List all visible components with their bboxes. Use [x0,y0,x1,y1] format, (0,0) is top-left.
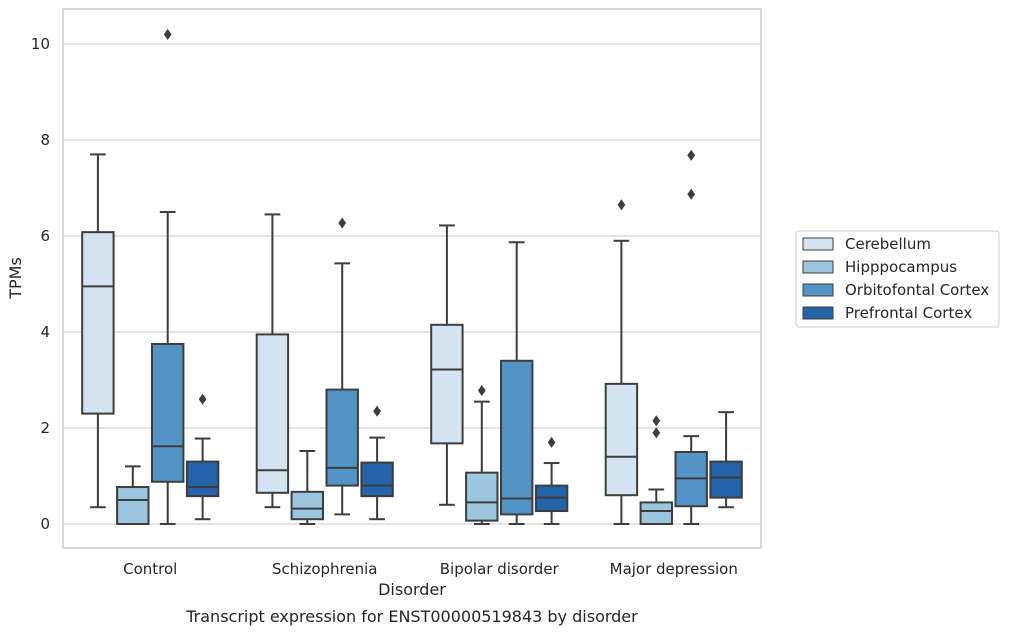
y-ticks: 0 2 4 6 8 10 [31,35,50,533]
plot-frame [62,8,762,549]
box [430,323,464,445]
x-tick-label: Schizophrenia [272,560,377,578]
box-plot [81,153,115,509]
legend-swatch [802,306,834,320]
box [185,460,220,498]
x-tick-label: Control [123,560,177,578]
box [604,382,639,497]
x-ticks: Control Schizophrenia Bipolar disorder Majo… [123,560,738,578]
legend-label: Prefrontal Cortex [845,304,972,322]
outlier-marker [547,436,556,449]
box-plot [360,405,394,521]
outlier-marker [652,415,661,427]
outlier-marker [338,217,347,229]
boxes [81,28,743,526]
y-axis-label: TPMs [6,257,25,300]
outlier-marker [617,199,626,211]
box-plot [709,411,743,509]
legend-label: Cerebellum [845,235,931,253]
outlier-marker [163,28,172,41]
legend-swatch [802,283,834,297]
outlier-marker [652,427,661,439]
box [290,490,325,521]
box [150,343,185,483]
chart-caption: Transcript expression for ENST0000051984… [185,607,638,626]
box [499,359,534,516]
y-tick-label: 4 [40,323,50,341]
box-plot [150,28,185,525]
box-plot [185,393,220,521]
y-tick-label: 6 [40,227,50,245]
box-plot [674,149,708,525]
box [639,501,674,525]
outlier-marker [373,405,382,417]
box-plot [639,415,674,525]
legend-swatch [802,260,834,274]
box-plot [325,217,359,516]
box [360,461,394,498]
outlier-marker [477,384,486,397]
box-plot [465,384,499,525]
legend-frame [795,230,1000,328]
y-tick-label: 10 [31,35,50,53]
legend-label: Orbitofontal Cortex [845,281,989,299]
legend-label: Hipppocampus [845,258,957,276]
box-plot [255,213,290,509]
x-tick-label: Bipolar disorder [440,560,560,578]
box-plot [534,436,569,525]
box [116,486,150,526]
box-plot [499,241,534,525]
x-tick-label: Major depression [610,560,738,578]
box-plot [604,199,639,525]
legend: Cerebellum Hipppocampus Orbitofontal Corte… [795,230,1000,328]
y-tick-label: 2 [40,419,50,437]
box [465,471,499,522]
legend-swatch [802,237,834,251]
box-plot [430,224,464,506]
box [325,388,359,487]
box [709,460,743,499]
outlier-marker [687,188,696,200]
y-tick-label: 8 [40,131,50,149]
outlier-marker [687,149,696,161]
legend-items: Cerebellum Hipppocampus Orbitofontal Corte… [802,235,989,322]
box [255,333,290,494]
x-axis-label: Disorder [378,580,446,599]
box-plot [290,450,325,525]
box [81,231,115,415]
outlier-marker [198,393,207,405]
box-plot [116,465,150,526]
y-tick-label: 0 [40,515,50,533]
